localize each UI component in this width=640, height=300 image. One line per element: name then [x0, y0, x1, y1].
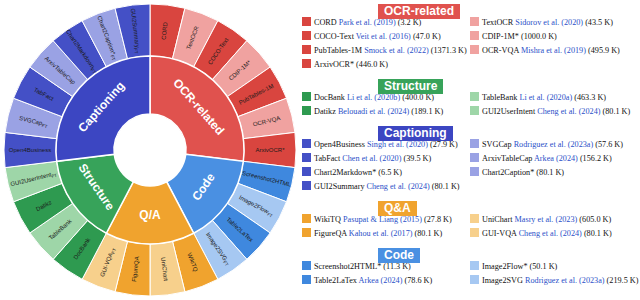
- svg-text:GUI-VQAFT: GUI-VQAFT: [99, 246, 117, 278]
- html-text:Structure: Structure: [384, 79, 438, 93]
- svg-text:Table2LaTex: Table2LaTex: [225, 216, 254, 243]
- html-text:Q&A: Q&A: [384, 201, 411, 215]
- svg-text:Chart2Caption*FT: Chart2Caption*FT: [95, 15, 118, 61]
- svg-text:ArxivOCR*: ArxivOCR*: [255, 147, 285, 153]
- svg-text:GUI2UserIntentFT: GUI2UserIntentFT: [10, 170, 58, 188]
- svg-text:OCR-VQA: OCR-VQA: [252, 115, 281, 128]
- svg-text:PubTables-1M: PubTables-1M: [238, 83, 275, 106]
- svg-text:OCR-related: OCR-related: [170, 76, 227, 138]
- svg-text:TextOCR: TextOCR: [185, 25, 199, 51]
- html-text:GUI2UserIntent Cheng et al. (2: GUI2UserIntent Cheng et al. (2024) (80.1…: [482, 107, 631, 116]
- html-text:FigureQA Kahou et al. (2017) (: FigureQA Kahou et al. (2017) (80.1 K): [314, 229, 443, 238]
- svg-text:Datikz: Datikz: [35, 199, 53, 212]
- svg-text:GUI2SummaryFT: GUI2SummaryFT: [129, 8, 141, 54]
- svg-text:Open4Business: Open4Business: [9, 147, 51, 153]
- svg-text:COCO-Text: COCO-Text: [207, 37, 230, 66]
- html-text:UniChart Masry et al. (2023) (: UniChart Masry et al. (2023) (605.0 K): [482, 215, 612, 224]
- html-text:OCR-related: OCR-related: [384, 4, 454, 18]
- svg-text:Image2SVGFT: Image2SVGFT: [204, 231, 232, 267]
- html-text:Image2SVG Rodriguez et al. (20: Image2SVG Rodriguez et al. (2023a) (219.…: [482, 276, 639, 285]
- html-text:GUI2Summary Cheng et al. (2024: GUI2Summary Cheng et al. (2024) (80.1 K): [314, 182, 460, 191]
- svg-text:Structure: Structure: [76, 161, 118, 213]
- html-text:Captioning: Captioning: [384, 126, 447, 140]
- html-text:TableBank Li et al. (2020a) (4: TableBank Li et al. (2020a) (463.3 K): [482, 93, 606, 102]
- html-text:Chart2Markdown* (6.5 K): Chart2Markdown* (6.5 K): [314, 168, 402, 177]
- svg-text:Captioning: Captioning: [75, 79, 127, 135]
- svg-text:UniChart: UniChart: [160, 257, 169, 282]
- svg-text:Image2FlowFT: Image2FlowFT: [237, 194, 274, 218]
- html-text:Datikz Belouadi et al. (2024): Datikz Belouadi et al. (2024) (189.1 K): [314, 107, 444, 116]
- html-text:TabFact Chen et al. (2020) (39: TabFact Chen et al. (2020) (39.5 K): [314, 154, 432, 163]
- html-text:Screenshot2HTML* (11.3 K): Screenshot2HTML* (11.3 K): [314, 262, 411, 271]
- html-text:WikiTQ Pasupat & Liang (2015): WikiTQ Pasupat & Liang (2015) (27.8 K): [314, 215, 452, 224]
- html-text:OCR-VQA Mishra et al. (2019) (: OCR-VQA Mishra et al. (2019) (495.9 K): [482, 46, 620, 55]
- html-text:Code: Code: [384, 248, 414, 262]
- html-text:COCO-Text Veit et al. (2016) (: COCO-Text Veit et al. (2016) (47.0 K): [314, 32, 441, 41]
- svg-text:ArxivTableCap: ArxivTableCap: [44, 55, 77, 86]
- html-text:CORD Park et al. (2019) (3.2 K: CORD Park et al. (2019) (3.2 K): [314, 18, 422, 27]
- html-text:ArxivOCR* (446.0 K): ArxivOCR* (446.0 K): [314, 60, 388, 69]
- html-text:Open4Business Singh et al. (20: Open4Business Singh et al. (2020) (27.9 …: [314, 140, 458, 149]
- html-text:Chart2Caption* (80.1 K): Chart2Caption* (80.1 K): [482, 168, 565, 177]
- html-text:ArxivTableCap Arkea (2024) (15: ArxivTableCap Arkea (2024) (156.2 K): [482, 154, 612, 163]
- svg-text:CDIP-1M*: CDIP-1M*: [228, 59, 253, 82]
- html-text:Image2Flow* (50.1 K): Image2Flow* (50.1 K): [482, 262, 558, 271]
- svg-text:SVGCapFT: SVGCapFT: [18, 115, 48, 129]
- svg-text:FigureQA: FigureQA: [131, 256, 140, 282]
- html-text:PubTables-1M Smock et al. (202: PubTables-1M Smock et al. (2022) (1371.3…: [314, 46, 467, 55]
- html-text:Table2LaTex Arkea (2024) (78.6: Table2LaTex Arkea (2024) (78.6 K): [314, 276, 433, 285]
- html-text:CDIP-1M* (1000.0 K): CDIP-1M* (1000.0 K): [482, 32, 557, 41]
- svg-text:WikiTQ: WikiTQ: [186, 252, 199, 273]
- html-text:SVGCap Rodriguez et al. (2023a: SVGCap Rodriguez et al. (2023a) (57.6 K): [482, 140, 623, 149]
- svg-text:Screenshot2HTML: Screenshot2HTML: [242, 170, 293, 188]
- html-text:DocBank Li et al. (2020b) (400: DocBank Li et al. (2020b) (400.0 K): [314, 93, 435, 102]
- html-text:GUI-VQA Cheng et al. (2024) (8: GUI-VQA Cheng et al. (2024) (80.1 K): [482, 229, 612, 238]
- svg-text:DocBank: DocBank: [72, 236, 91, 260]
- svg-text:Q/A: Q/A: [139, 208, 161, 222]
- svg-text:TableBank: TableBank: [48, 217, 74, 241]
- svg-text:CORD: CORD: [160, 21, 168, 40]
- html-text:TextOCR Sidorov et al. (2020): TextOCR Sidorov et al. (2020) (43.5 K): [482, 18, 613, 27]
- svg-text:Code: Code: [189, 170, 218, 203]
- svg-text:TabFact: TabFact: [33, 87, 55, 102]
- svg-text:Chart2MarkdownFT: Chart2MarkdownFT: [64, 28, 99, 74]
